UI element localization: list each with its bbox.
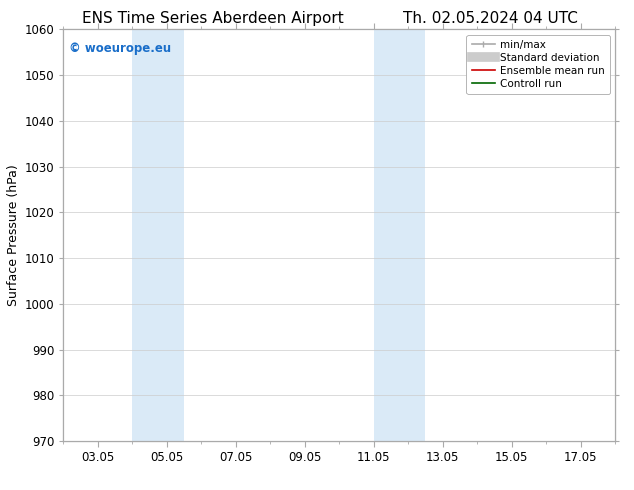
Bar [133,29,184,441]
Text: © woeurope.eu: © woeurope.eu [69,42,171,55]
Y-axis label: Surface Pressure (hPa): Surface Pressure (hPa) [8,164,20,306]
Text: Th. 02.05.2024 04 UTC: Th. 02.05.2024 04 UTC [403,11,578,26]
Bar [373,29,425,441]
Text: ENS Time Series Aberdeen Airport: ENS Time Series Aberdeen Airport [82,11,344,26]
Legend: min/max, Standard deviation, Ensemble mean run, Controll run: min/max, Standard deviation, Ensemble me… [467,35,610,95]
